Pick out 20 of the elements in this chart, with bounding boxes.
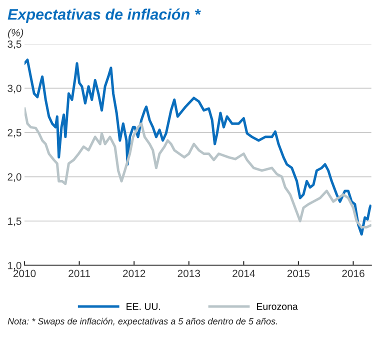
line-series — [24, 107, 372, 228]
y-tick-label: 1,0 — [8, 262, 22, 270]
y-tick-label: 2,0 — [8, 173, 22, 182]
y-tick-label: 1,5 — [8, 218, 22, 226]
y-tick-label: 3,5 — [8, 40, 22, 50]
y-axis-title: (%) — [8, 28, 24, 38]
x-tick-label: 2012 — [123, 270, 146, 278]
x-tick-label: 2015 — [287, 270, 310, 278]
x-tick-label: 2011 — [68, 270, 90, 278]
legend-label: Eurozona — [257, 303, 298, 310]
chart-title: Expectativas de inflación * — [8, 8, 201, 23]
text: Nota: * Swaps de inflación, expectativas a 5 años dentro de 5 años. — [8, 318, 277, 326]
line-series — [24, 58, 372, 236]
legend-label: EE. UU. — [126, 303, 160, 310]
y-tick-label: 2,5 — [8, 128, 22, 138]
x-tick-label: 2010 — [13, 270, 36, 278]
y-tick-label: 3,0 — [8, 84, 22, 94]
x-tick-label: 2014 — [232, 270, 255, 278]
x-tick-label: 2013 — [178, 270, 200, 278]
x-tick-label: 2016 — [342, 270, 364, 278]
